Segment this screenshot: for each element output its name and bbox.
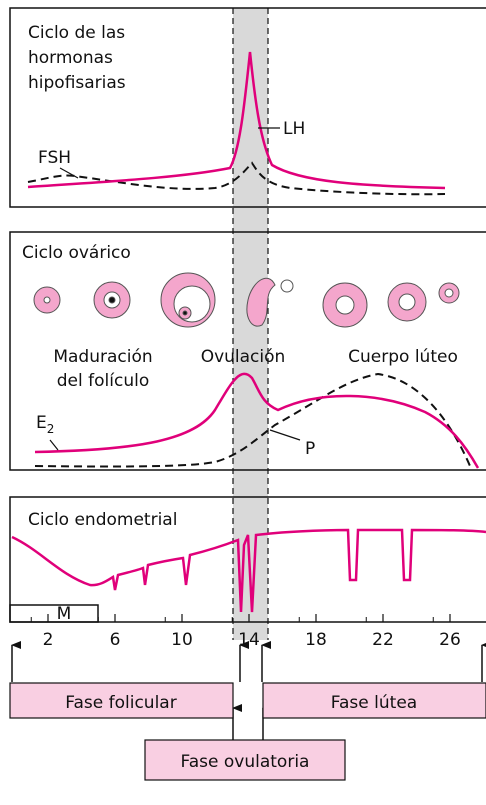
phase-label: Fase folicular — [65, 693, 176, 713]
curve-label: FSH — [38, 148, 71, 168]
panel-title: Ciclo endometrial — [28, 510, 177, 530]
panel-title: Ciclo ovárico — [22, 243, 131, 263]
menstruation-box — [10, 605, 98, 622]
stage-label: Cuerpo lúteo — [348, 347, 458, 367]
curve-label: E2 — [36, 413, 54, 436]
stage-label: del folículo — [57, 371, 149, 391]
panel-title: hormonas — [28, 48, 113, 68]
phase-label: Fase lútea — [331, 693, 417, 713]
panel-title: hipofisarias — [28, 73, 126, 93]
diagram: Ciclo de las hormonas hipofisarias FSH L… — [0, 0, 486, 801]
menstruation-label: M — [57, 604, 72, 624]
day-label: 10 — [171, 630, 193, 650]
day-label: 18 — [305, 630, 327, 650]
day-label: 26 — [439, 630, 461, 650]
e2-base: E — [36, 413, 47, 433]
e2-sub: 2 — [47, 422, 55, 436]
curve-label: P — [305, 439, 315, 459]
stage-label: Ovulación — [201, 347, 286, 367]
phase-label: Fase ovulatoria — [181, 752, 310, 772]
stage-label: Maduración — [53, 347, 152, 367]
panel-title: Ciclo de las — [28, 23, 125, 43]
curve-label: LH — [283, 119, 305, 139]
day-label: 22 — [372, 630, 394, 650]
day-label: 6 — [110, 630, 121, 650]
day-label: 2 — [43, 630, 54, 650]
day-label: 14 — [238, 630, 260, 650]
